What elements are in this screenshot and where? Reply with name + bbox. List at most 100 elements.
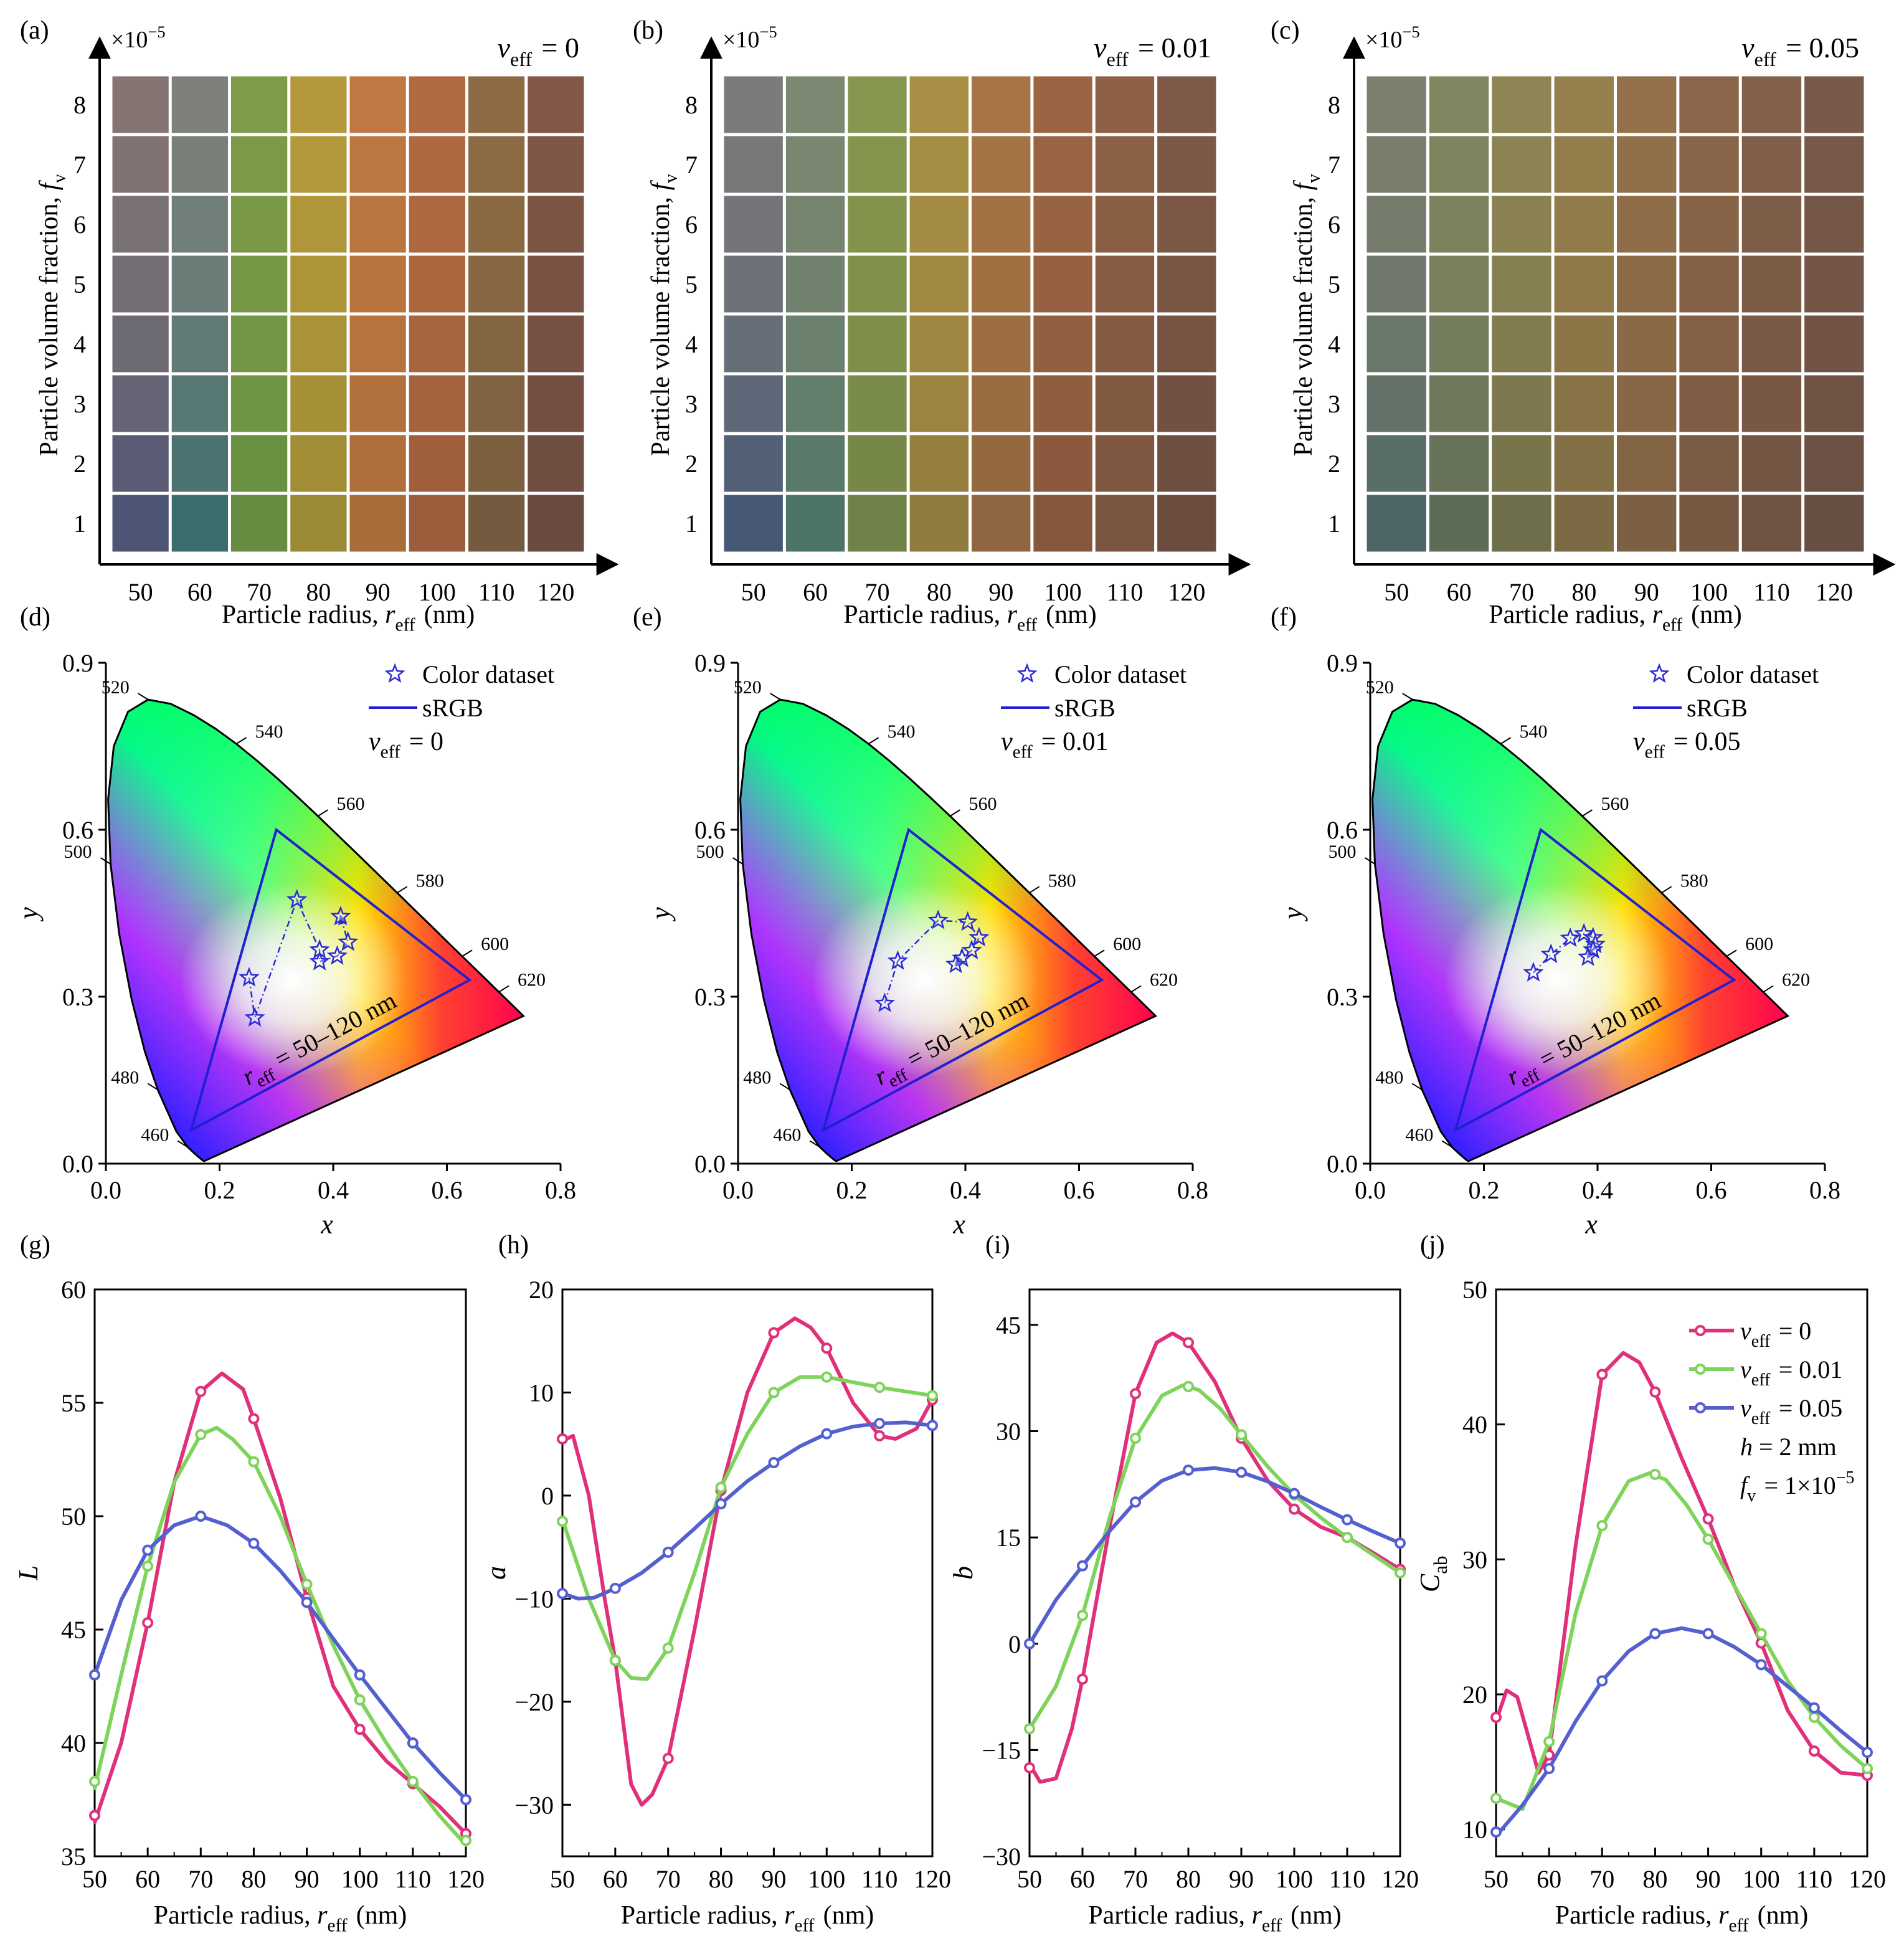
series-point-blue [1024, 1638, 1035, 1650]
plot-frame [561, 1288, 934, 1858]
label-part: Particle volume fraction, [1289, 191, 1318, 457]
heatmap-cell [409, 435, 465, 492]
label-part: ×10 [1365, 27, 1402, 53]
subscript: eff [328, 1916, 348, 1936]
series-point-blue [821, 1428, 833, 1440]
heatmap-cell [231, 375, 288, 432]
spectral-locus [107, 698, 526, 1162]
heatmap-cell [1095, 315, 1155, 373]
label-part: = 0.01 [1773, 1355, 1843, 1384]
x-tick-label: 70 [247, 578, 272, 606]
gamut-white-point [1444, 883, 1672, 1077]
label-part: v [1094, 32, 1107, 64]
gamut-fill [740, 700, 1156, 1161]
heatmap-cell [1617, 495, 1677, 552]
heatmap-cell [785, 495, 845, 552]
wavelength-tick [1581, 809, 1593, 817]
series-line-green [93, 1426, 468, 1847]
baseline-reset [1414, 1554, 1445, 1556]
heatmap-cell [231, 315, 288, 373]
x-tick-label: 50 [1484, 1865, 1509, 1893]
y-tick-label: 30 [996, 1418, 1021, 1446]
panel-label: (i) [985, 1231, 1010, 1260]
series-point-blue [1543, 1763, 1555, 1775]
wavelength-tick [177, 1140, 188, 1148]
x-tick-label: 90 [295, 1865, 320, 1893]
wavelength-label: 480 [1375, 1067, 1403, 1088]
heatmap-cell [1492, 255, 1551, 313]
label-part: = 0.05 [1773, 1394, 1843, 1422]
heatmap-cell [1679, 76, 1739, 133]
heatmap-cell [1366, 495, 1426, 552]
heatmap-cell [1095, 76, 1155, 133]
panel-label: (d) [20, 603, 50, 632]
superscript: −5 [148, 22, 165, 41]
heatmap-cell [1741, 495, 1802, 552]
gamut-fill [1372, 700, 1788, 1161]
wavelength-label: 480 [743, 1067, 771, 1088]
heatmap-cell [290, 196, 347, 253]
y-axis-label: y [645, 907, 676, 922]
series-point-green [662, 1642, 674, 1654]
subscript: v [1304, 174, 1324, 183]
x-tick-label: 120 [1381, 1865, 1419, 1893]
x-tick-label: 0.6 [1064, 1176, 1095, 1204]
note-volume-fraction: fv = 1×10−5 [1740, 1468, 1857, 1506]
heatmap-cell [1804, 196, 1864, 253]
series-point-blue [1702, 1628, 1714, 1640]
wavelength-tick [1411, 1083, 1423, 1091]
x-tick-label: 0.0 [90, 1176, 121, 1204]
series-point-pink [89, 1810, 100, 1821]
x-tick-label: 100 [1690, 578, 1728, 606]
label-part: v [1740, 1355, 1751, 1384]
heatmap-cell [468, 76, 525, 133]
x-tick-label: 50 [128, 578, 153, 606]
baseline-reset [1854, 1471, 1856, 1499]
srgb-triangle [1453, 827, 1736, 1133]
series-point-green [1395, 1567, 1406, 1578]
x-tick-label: 60 [1447, 578, 1472, 606]
series-point-blue [609, 1582, 621, 1594]
y-tick-label: 50 [1462, 1276, 1487, 1304]
heatmap-cell [785, 76, 845, 133]
legend-label-srgb: sRGB [1687, 694, 1748, 722]
data-point-star [945, 953, 967, 974]
legend-label: veff = 0.01 [1740, 1355, 1842, 1390]
label-part: (nm) [1040, 600, 1097, 629]
x-axis-label: x [320, 1209, 333, 1240]
spectral-locus [1371, 698, 1790, 1162]
heatmap-cell [171, 435, 228, 492]
heatmap-cell [909, 196, 969, 253]
heatmap-cell [1679, 255, 1739, 313]
label-part: (nm) [817, 1901, 874, 1930]
label-part: r [1007, 600, 1018, 629]
heatmap-cell [909, 375, 969, 432]
x-tick-label: 70 [864, 578, 889, 606]
y-tick-label: 3 [1328, 390, 1340, 418]
label-part: = 1×10 [1758, 1471, 1835, 1499]
series-point-pink [1596, 1369, 1608, 1380]
x-tick-label: 50 [1017, 1865, 1042, 1893]
x-tick-label: 80 [709, 1865, 734, 1893]
heatmap-cell [1157, 76, 1216, 133]
wavelength-label: 620 [518, 970, 546, 990]
series-point-blue [142, 1544, 154, 1556]
x-tick-label: 110 [1107, 578, 1144, 606]
y-tick-label: 55 [61, 1389, 86, 1417]
y-tick-label: 0 [1008, 1630, 1021, 1658]
heatmap-cell [1157, 315, 1216, 373]
heatmap-cell [1617, 196, 1677, 253]
plot-frame [1028, 1288, 1401, 1858]
heatmap-cell [1033, 196, 1092, 253]
wavelength-label: 500 [696, 842, 724, 862]
y-tick-label: 0 [541, 1482, 554, 1510]
heatmap-cell [468, 196, 525, 253]
label-part: a [481, 1566, 511, 1580]
heatmap-cell [1617, 315, 1677, 373]
y-axis-label: Cab [1414, 1554, 1451, 1592]
heatmap-cell [528, 315, 584, 373]
y-tick-label: 8 [1328, 91, 1340, 119]
series-point-green [301, 1578, 313, 1590]
